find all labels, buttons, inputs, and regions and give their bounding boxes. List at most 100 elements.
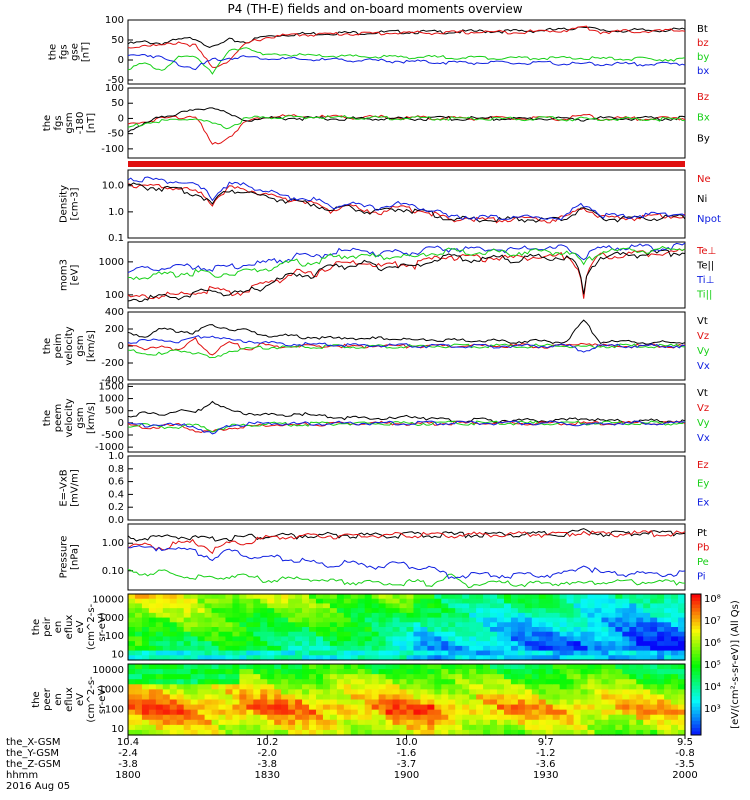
- heatmap-cell: [309, 714, 317, 721]
- heatmap-cell: [650, 684, 658, 690]
- colorbar-cell: [691, 601, 701, 606]
- heatmap-cell: [413, 622, 422, 628]
- heatmap-cell: [399, 645, 408, 652]
- heatmap-cell: [218, 689, 227, 696]
- heatmap-cell: [281, 631, 289, 638]
- heatmap-cell: [510, 674, 519, 680]
- heatmap-cell: [225, 699, 234, 706]
- heatmap-cell: [128, 650, 136, 656]
- heatmap-cell: [476, 669, 484, 675]
- heatmap-cell: [643, 612, 651, 619]
- heatmap-cell: [434, 631, 442, 638]
- heatmap-cell: [420, 724, 428, 731]
- heatmap-cell: [448, 674, 456, 680]
- heatmap-cell: [566, 594, 575, 600]
- heatmap-cell: [601, 724, 610, 731]
- heatmap-cell: [524, 709, 533, 716]
- heatmap-cell: [239, 631, 247, 638]
- heatmap-cell: [232, 664, 240, 670]
- heatmap-cell: [246, 724, 254, 731]
- colorbar-cell: [691, 643, 701, 648]
- heatmap-cell: [545, 699, 554, 706]
- heatmap-cell: [148, 729, 157, 736]
- heatmap-cell: [531, 689, 540, 696]
- heatmap-cell: [357, 655, 366, 661]
- heatmap-cell: [385, 612, 394, 619]
- heatmap-cell: [462, 622, 470, 628]
- heatmap-cell: [559, 704, 568, 711]
- heatmap-cell: [497, 617, 505, 623]
- heatmap-cell: [413, 664, 422, 670]
- heatmap-cell: [524, 664, 533, 670]
- heatmap-cell: [503, 704, 512, 711]
- heatmap-cell: [566, 684, 575, 690]
- x-tick-label: 9.5: [677, 737, 693, 748]
- heatmap-cell: [503, 603, 512, 609]
- heatmap-cell: [309, 636, 317, 642]
- heatmap-cell: [218, 608, 227, 614]
- heatmap-cell: [392, 684, 401, 690]
- heatmap-cell: [392, 603, 401, 609]
- heatmap-cell: [483, 622, 491, 628]
- heatmap-cell: [406, 594, 415, 600]
- heatmap-cell: [141, 636, 150, 642]
- heatmap-cell: [545, 709, 554, 716]
- heatmap-cell: [190, 704, 199, 711]
- heatmap-cell: [448, 709, 456, 716]
- heatmap-cell: [448, 719, 456, 726]
- heatmap-cell: [267, 729, 275, 736]
- heatmap-cell: [155, 598, 164, 605]
- heatmap-cell: [566, 617, 575, 623]
- heatmap-cell: [601, 669, 610, 675]
- heatmap-cell: [524, 636, 533, 642]
- y-tick-label: 1000: [99, 613, 124, 624]
- y-axis-label-line: gse: [70, 43, 81, 61]
- heatmap-cell: [503, 655, 512, 661]
- heatmap-cell: [441, 627, 449, 633]
- heatmap-cell: [476, 594, 484, 600]
- heatmap-cell: [580, 699, 589, 706]
- heatmap-cell: [524, 674, 533, 680]
- heatmap-cell: [629, 655, 637, 661]
- heatmap-cell: [253, 664, 261, 670]
- heatmap-cell: [204, 650, 213, 656]
- heatmap-cell: [329, 694, 338, 701]
- heatmap-cell: [517, 669, 526, 675]
- heatmap-cell: [364, 684, 373, 690]
- y-axis-label-line: gsm: [75, 407, 86, 428]
- heatmap-cell: [594, 641, 603, 647]
- heatmap-cell: [545, 684, 554, 690]
- heatmap-cell: [197, 689, 206, 696]
- heatmap-cell: [510, 655, 519, 661]
- heatmap-cell: [608, 636, 616, 642]
- heatmap-cell: [566, 631, 575, 638]
- heatmap-cell: [657, 594, 665, 600]
- heatmap-cell: [657, 704, 665, 711]
- heatmap-cell: [162, 679, 171, 685]
- heatmap-cell: [197, 714, 206, 721]
- heatmap-cell: [671, 699, 679, 706]
- heatmap-cell: [629, 669, 637, 675]
- heatmap-cell: [329, 612, 338, 619]
- heatmap-cell: [253, 709, 261, 716]
- heatmap-cell: [622, 694, 630, 701]
- heatmap-cell: [622, 719, 630, 726]
- heatmap-cell: [636, 699, 644, 706]
- heatmap-cell: [427, 622, 435, 628]
- heatmap-cell: [497, 674, 505, 680]
- heatmap-cell: [134, 603, 143, 609]
- heatmap-cell: [601, 709, 610, 716]
- heatmap-cell: [552, 603, 561, 609]
- heatmap-cell: [295, 617, 303, 623]
- heatmap-cell: [566, 645, 575, 652]
- heatmap-cell: [587, 669, 596, 675]
- heatmap-cell: [197, 645, 206, 652]
- heatmap-cell: [671, 729, 679, 736]
- heatmap-cell: [274, 684, 282, 690]
- heatmap-cell: [490, 714, 498, 721]
- y-axis-label-line: sr-eV): [97, 685, 108, 714]
- heatmap-cell: [371, 631, 380, 638]
- heatmap-cell: [566, 724, 575, 731]
- heatmap-cell: [134, 664, 143, 670]
